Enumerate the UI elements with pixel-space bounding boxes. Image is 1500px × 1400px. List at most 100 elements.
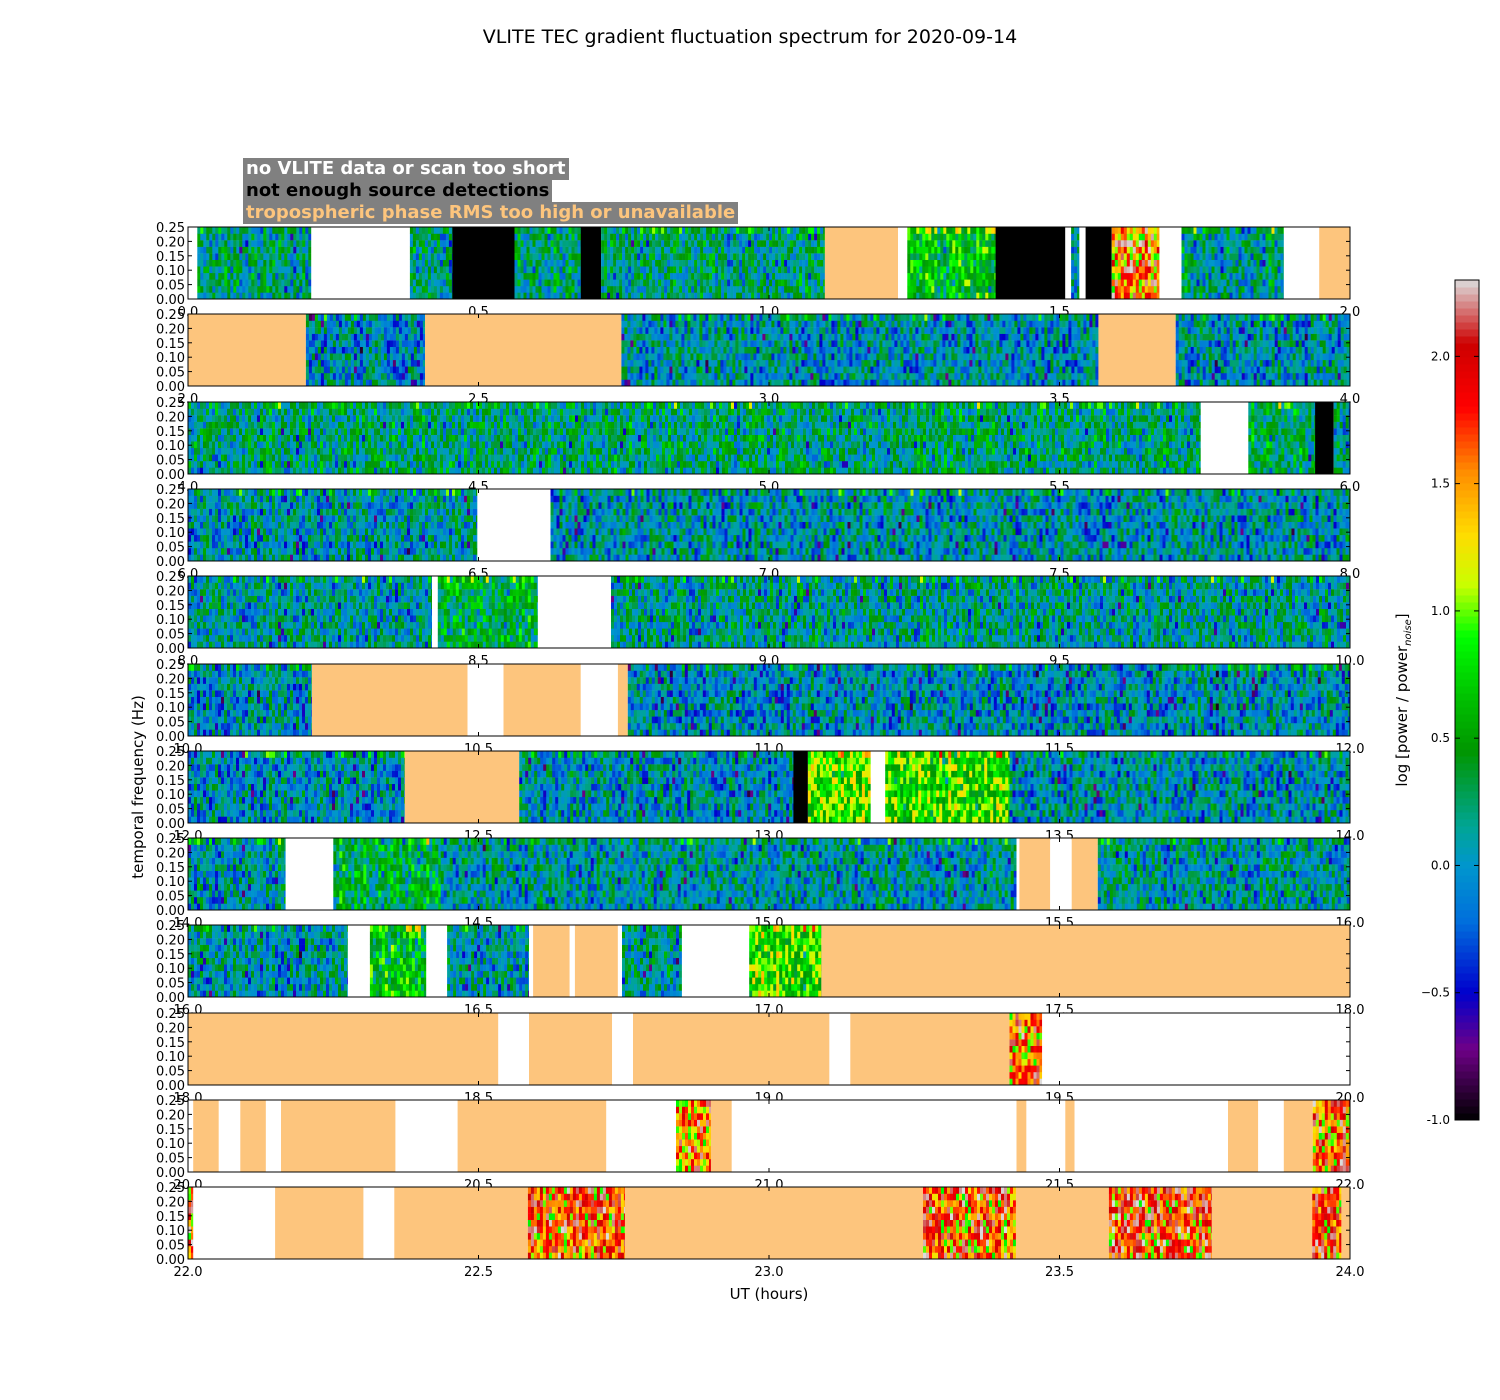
spectrum-cell [643,227,646,234]
spectrum-cell [777,321,780,328]
spectrum-cell [979,234,982,241]
spectrum-cell [290,240,293,247]
spectrum-cell [315,327,318,334]
spectrum-cell [864,321,867,328]
spectrum-cell [302,279,305,286]
spectrum-cell [1194,253,1197,260]
spectrum-cell [906,366,909,373]
spectrum-cell [676,240,679,247]
spectrum-cell [399,353,402,360]
spectrum-cell [1194,279,1197,286]
spectrum-cell [266,247,269,254]
spectrum-cell [739,227,742,234]
spectrum-cell [1242,266,1245,273]
spectrum-cell [828,366,831,373]
spectrum-cell [1191,253,1194,260]
spectrum-cell [697,240,700,247]
spectrum-cell [1206,366,1209,373]
spectrum-cell [1251,227,1254,234]
spectrum-cell [230,286,233,293]
spectrum-cell [721,279,724,286]
spectrum-cell [1053,366,1056,373]
spectrum-cell [796,260,799,267]
spectrum-cell [1154,273,1157,280]
spectrum-cell [293,286,296,293]
spectrum-cell [366,380,369,387]
spectrum-cell [808,266,811,273]
spectrum-cell [607,260,610,267]
spectrum-cell [449,266,452,273]
spectrum-cell [233,234,236,241]
spectrum-cell [619,227,622,234]
spectrum-cell [673,286,676,293]
spectrum-cell [1050,340,1053,347]
spectrum-cell [934,293,937,300]
spectrum-cell [1086,366,1089,373]
spectrum-cell [934,286,937,293]
spectrum-cell [563,286,566,293]
spectrum-cell [1209,353,1212,360]
spectrum-cell [867,353,870,360]
spectrum-cell [697,293,700,300]
spectrum-cell [212,286,215,293]
spectrum-cell [390,347,393,354]
spectrum-cell [906,334,909,341]
spectrum-cell [1041,366,1044,373]
spectrum-cell [601,260,604,267]
spectrum-cell [664,273,667,280]
spectrum-cell [1071,347,1074,354]
spectrum-cell [287,227,290,234]
spectrum-cell [402,366,405,373]
spectrum-cell [410,279,413,286]
spectrum-cell [348,373,351,380]
spectrum-cell [631,260,634,267]
spectrum-cell [348,340,351,347]
spectrum-cell [730,247,733,254]
spectrum-cell [690,366,693,373]
spectrum-cell [425,234,428,241]
spectrum-cell [1068,353,1071,360]
spectrum-cell [973,286,976,293]
spectrum-cell [702,340,705,347]
spectrum-cell [717,340,720,347]
spectrum-cell [254,227,257,234]
spectrum-cell [640,247,643,254]
spectrum-cell [796,253,799,260]
spectrum-cell [765,347,768,354]
spectrum-cell [1044,373,1047,380]
spectrum-cell [1239,293,1242,300]
spectrum-cell [774,366,777,373]
spectrum-cell [937,273,940,280]
spectrum-cell [837,360,840,367]
spectrum-cell [548,240,551,247]
spectrum-cell [634,234,637,241]
spectrum-cell [287,247,290,254]
spectrum-cell [873,321,876,328]
spectrum-cell [566,286,569,293]
spectrum-cell [299,293,302,300]
spectrum-cell [975,340,978,347]
spectrum-cell [811,253,814,260]
spectrum-cell [1245,247,1248,254]
spectrum-cell [197,266,200,273]
spectrum-cell [414,347,417,354]
spectrum-cell [1044,347,1047,354]
spectrum-cell [545,293,548,300]
spectrum-cell [203,253,206,260]
spectrum-cell [831,373,834,380]
spectrum-cell [327,314,330,321]
spectrum-cell [1035,373,1038,380]
spectrum-cell [305,279,308,286]
spectrum-cell [621,373,624,380]
spectrum-cell [530,253,533,260]
spectrum-cell [1014,314,1017,321]
spectrum-cell [278,260,281,267]
spectrum-cell [1272,227,1275,234]
spectrum-cell [1118,279,1121,286]
spectrum-cell [1206,380,1209,387]
spectrum-cell [891,314,894,321]
spectrum-cell [987,340,990,347]
spectrum-cell [834,321,837,328]
spectrum-cell [1077,380,1080,387]
spectrum-cell [616,293,619,300]
